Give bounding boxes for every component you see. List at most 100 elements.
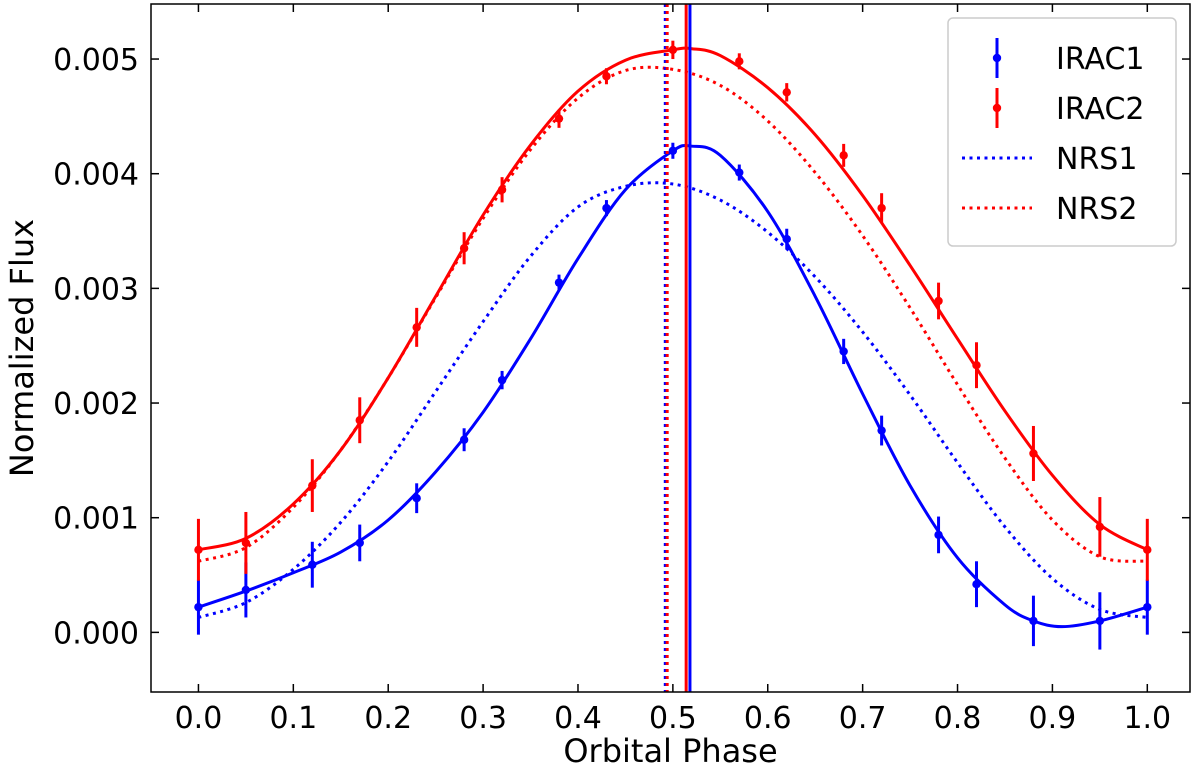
irac1-marker (241, 585, 251, 595)
legend-label-nrs1: NRS1 (1056, 142, 1137, 177)
irac1-marker (497, 375, 507, 385)
legend-item-irac1: IRAC1 (992, 38, 1145, 78)
irac1-marker (735, 168, 744, 177)
irac1-marker (1029, 616, 1038, 626)
legend-marker-irac2 (992, 103, 1002, 113)
legend: IRAC1 IRAC2 NRS1 NRS2 (947, 17, 1177, 247)
irac1-marker (972, 580, 981, 589)
x-tick-label: 0.9 (1029, 701, 1077, 736)
irac2-marker (412, 323, 421, 332)
irac2-point (308, 459, 317, 512)
x-tick-label: 1.0 (1123, 701, 1171, 736)
ticks-layer: 0.0 0.1 0.2 0.3 0.4 0.5 0.6 0.7 0.8 0.9 1.0 0.000 0.… (53, 4, 1190, 736)
irac2-marker (241, 538, 251, 548)
irac2-point (934, 282, 943, 320)
irac1-marker (668, 146, 678, 155)
irac2-point (355, 397, 364, 444)
irac1-marker (459, 435, 469, 444)
legend-label-nrs2: NRS2 (1056, 192, 1137, 227)
legend-item-nrs1: NRS1 (962, 142, 1137, 177)
irac2-marker (459, 244, 469, 253)
irac1-fit-curve (197, 143, 1148, 629)
y-tick-label: 0.001 (53, 502, 139, 537)
irac1-point (497, 370, 507, 390)
irac1-marker (934, 530, 943, 540)
irac1-marker (355, 538, 364, 548)
x-tick-label: 0.7 (839, 701, 887, 736)
data-points-layer (194, 40, 1152, 650)
irac2-marker (782, 88, 791, 97)
irac2-point (972, 342, 981, 389)
irac2-marker (1143, 545, 1152, 555)
x-tick-label: 0.2 (364, 701, 412, 736)
irac2-marker (194, 545, 203, 555)
irac1-point (355, 524, 364, 562)
nrs2-curve (198, 65, 1148, 563)
x-tick-label: 0.1 (269, 701, 317, 736)
irac2-marker (602, 72, 611, 81)
x-tick-label: 0.8 (934, 701, 982, 736)
irac1-marker (782, 234, 791, 244)
irac2-point (412, 307, 421, 347)
irac1-point (782, 228, 791, 250)
irac1-point (1143, 579, 1152, 635)
irac2-marker (839, 151, 848, 160)
legend-item-irac2: IRAC2 (992, 88, 1145, 128)
irac2-marker (554, 114, 564, 123)
y-axis-label: Normalized Flux (3, 219, 41, 477)
irac2-point (459, 232, 469, 265)
irac2-marker (1029, 449, 1038, 458)
irac2-marker (497, 185, 507, 194)
irac1-marker (308, 560, 317, 569)
irac1-point (194, 579, 203, 635)
irac2-marker (972, 361, 981, 370)
x-tick-label: 0.3 (459, 701, 507, 736)
curves-layer (197, 46, 1149, 629)
x-tick-label: 0.0 (175, 701, 223, 736)
irac1-point (972, 561, 981, 608)
y-tick-label: 0.002 (53, 387, 139, 422)
irac1-marker (877, 426, 886, 435)
x-axis-label: Orbital Phase (563, 732, 777, 770)
irac2-point (782, 83, 791, 102)
irac2-point (554, 109, 564, 128)
irac1-point (602, 200, 611, 217)
irac1-point (877, 415, 886, 446)
irac1-point (839, 338, 848, 365)
irac2-point (602, 68, 611, 85)
irac2-point (1029, 425, 1038, 482)
irac1-marker (194, 602, 203, 612)
irac1-marker (1095, 616, 1105, 626)
y-tick-label: 0.005 (53, 43, 139, 78)
irac1-point (459, 428, 469, 452)
irac2-marker (934, 296, 943, 306)
x-tick-label: 0.6 (744, 701, 792, 736)
irac2-marker (735, 57, 744, 66)
irac2-marker (668, 45, 678, 55)
x-tick-label: 0.4 (554, 701, 602, 736)
irac2-point (194, 518, 203, 581)
irac2-point (735, 53, 744, 70)
irac2-point (497, 177, 507, 203)
vertical-lines-layer (663, 4, 692, 692)
irac1-point (412, 483, 421, 514)
y-tick-label: 0.000 (53, 616, 139, 651)
x-tick-label: 0.5 (649, 701, 697, 736)
irac1-point (934, 516, 943, 554)
irac1-marker (412, 494, 421, 503)
legend-marker-irac1 (992, 53, 1002, 63)
legend-label-irac2: IRAC2 (1056, 92, 1145, 127)
irac1-marker (554, 278, 564, 287)
y-tick-label: 0.003 (53, 272, 139, 307)
nrs1-curve (197, 181, 1148, 619)
irac1-point (668, 142, 678, 159)
irac1-point (735, 164, 744, 181)
irac2-point (1095, 497, 1105, 557)
legend-item-nrs2: NRS2 (962, 192, 1137, 227)
irac1-point (308, 541, 317, 588)
irac1-marker (1143, 602, 1152, 612)
irac1-point (1095, 592, 1105, 650)
legend-box (947, 17, 1177, 247)
irac2-point (1143, 518, 1152, 581)
